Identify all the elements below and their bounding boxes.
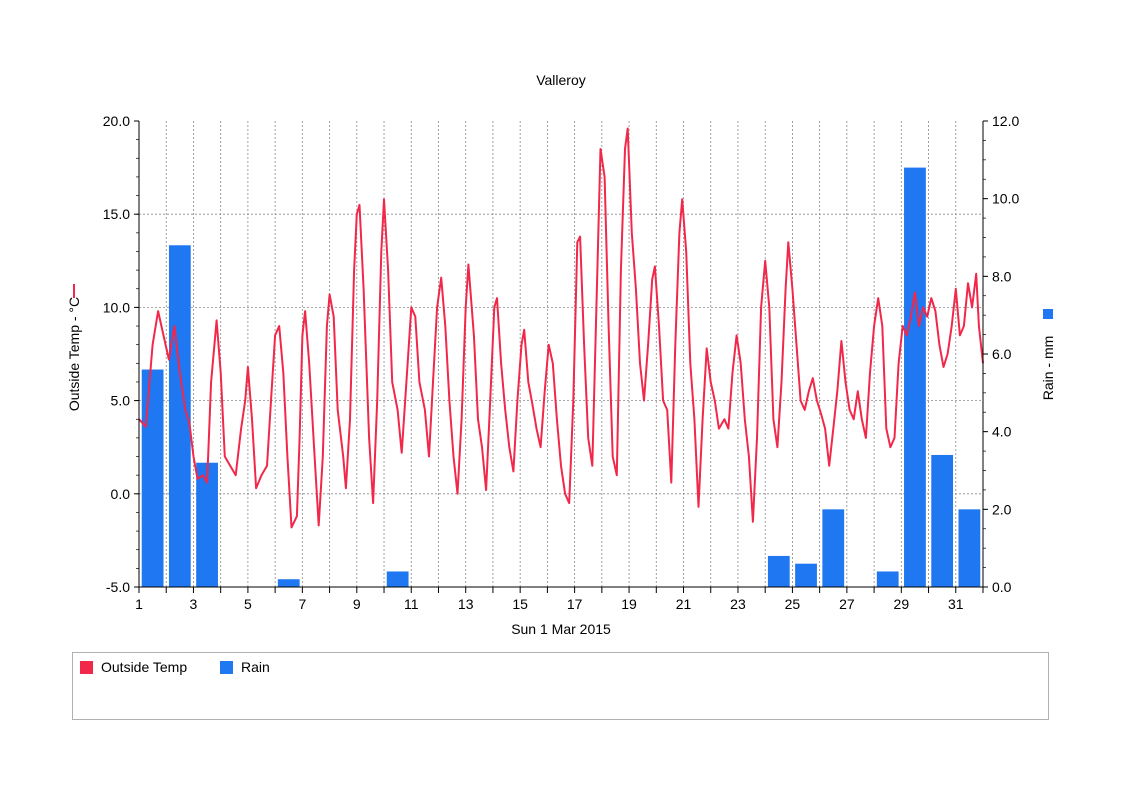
- left-tick-label: 20.0: [103, 113, 130, 129]
- legend-item-rain[interactable]: Rain: [220, 659, 270, 675]
- right-tick-label: 12.0: [992, 113, 1019, 129]
- right-tick-label: 0.0: [992, 579, 1012, 595]
- x-tick-label: 25: [785, 596, 801, 612]
- x-tick-label: 7: [298, 596, 306, 612]
- x-tick-label: 29: [894, 596, 910, 612]
- right-tick-label: 2.0: [992, 501, 1012, 517]
- legend: Outside Temp Rain: [72, 652, 1049, 720]
- left-tick-label: 0.0: [111, 486, 131, 502]
- rain-bar: [931, 454, 954, 587]
- rain-bar: [141, 369, 164, 587]
- x-tick-label: 19: [621, 596, 637, 612]
- left-tick-label: 10.0: [103, 299, 130, 315]
- rain-bar: [386, 571, 409, 587]
- chart: Valleroy -5.0 0.0 5.0 10.0 15.0 20.0 0.0 2.0 4.0…: [66, 72, 1056, 637]
- x-tick-label: 27: [839, 596, 855, 612]
- rain-bar: [767, 555, 790, 587]
- rain-bar: [904, 167, 926, 587]
- axes: -5.0 0.0 5.0 10.0 15.0 20.0 0.0 2.0 4.0 6.0 8.0 10.…: [103, 113, 1020, 612]
- x-tick-label: 1: [135, 596, 143, 612]
- legend-label-outside-temp: Outside Temp: [101, 659, 188, 675]
- right-tick-label: 10.0: [992, 191, 1019, 207]
- right-tick-label: 8.0: [992, 268, 1012, 284]
- legend-swatch-outside-temp: [80, 660, 93, 674]
- x-tick-label: 21: [676, 596, 692, 612]
- temp-line: [138, 127, 984, 529]
- x-tick-label: 31: [948, 596, 964, 612]
- x-tick-label: 9: [353, 596, 361, 612]
- rain-bar: [958, 509, 981, 587]
- rain-bar: [277, 579, 300, 587]
- rain-bar: [876, 571, 899, 587]
- x-tick-label: 13: [458, 596, 474, 612]
- legend-swatch-rain: [220, 660, 233, 674]
- x-tick-label: 11: [404, 596, 419, 612]
- left-axis-label: Outside Temp - °C: [66, 297, 82, 411]
- legend-item-outside-temp[interactable]: Outside Temp: [80, 659, 187, 675]
- left-tick-label: -5.0: [106, 579, 130, 595]
- chart-title: Valleroy: [536, 72, 586, 88]
- temp-line-path: [138, 127, 984, 529]
- left-tick-label: 5.0: [111, 393, 131, 409]
- legend-label-rain: Rain: [241, 659, 270, 675]
- x-tick-label: 17: [567, 596, 583, 612]
- right-tick-label: 4.0: [992, 424, 1012, 440]
- rain-bar: [196, 462, 218, 587]
- right-axis-legend-marker: [1043, 309, 1053, 319]
- x-tick-label: 3: [190, 596, 198, 612]
- grid-lines: [139, 121, 983, 587]
- x-tick-label: 5: [244, 596, 252, 612]
- right-axis-label: Rain - mm: [1040, 336, 1056, 401]
- rain-bars: [141, 167, 981, 587]
- x-tick-label: 23: [730, 596, 746, 612]
- x-axis-label: Sun 1 Mar 2015: [511, 621, 611, 637]
- x-tick-label: 15: [512, 596, 528, 612]
- left-tick-label: 15.0: [103, 206, 130, 222]
- rain-bar: [795, 563, 817, 587]
- rain-bar: [822, 509, 845, 587]
- right-tick-label: 6.0: [992, 346, 1012, 362]
